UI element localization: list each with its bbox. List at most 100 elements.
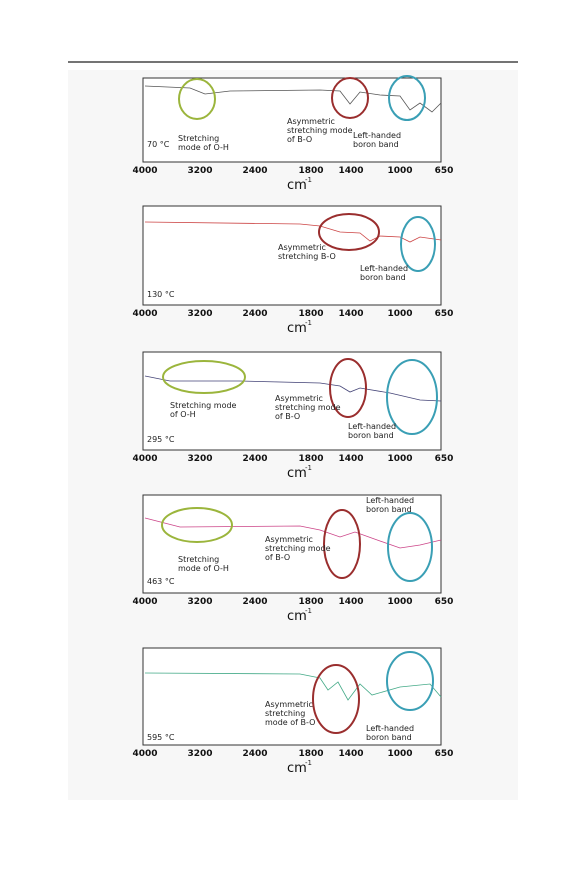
x-tick-label: 3200 [187,597,212,607]
highlight-ellipse [386,359,438,435]
axis-label-sup: -1 [305,319,312,327]
x-tick-label: 650 [435,309,454,319]
annotation: of B-O [265,553,290,562]
annotation: Left-handed [360,264,408,273]
x-tick-label: 1800 [298,749,323,759]
spectrum-line [144,672,442,701]
spectrum-line [144,375,442,402]
annotation: mode of O-H [178,564,229,573]
x-tick-label: 3200 [187,166,212,176]
highlight-ellipse [161,507,233,543]
x-tick-label: 1800 [298,166,323,176]
highlight-ellipse [388,75,426,121]
plot-frame [142,77,442,163]
highlight-ellipse [400,216,436,272]
x-tick-label: 4000 [132,166,157,176]
highlight-ellipse [178,78,216,120]
x-tick-label: 3200 [187,309,212,319]
annotation: boron band [348,431,394,440]
x-tick-label: 1000 [387,597,412,607]
x-tick-label: 1400 [338,597,363,607]
annotation: Asymmetric [265,700,313,709]
annotation: of O-H [170,410,196,419]
x-tick-label: 3200 [187,749,212,759]
x-tick-label: 4000 [132,749,157,759]
x-tick-label: 1400 [338,166,363,176]
highlight-ellipse [312,664,360,734]
annotation: of B-O [275,412,300,421]
x-tick-label: 4000 [132,597,157,607]
x-tick-label: 4000 [132,309,157,319]
x-tick-label: 2400 [242,597,267,607]
annotation: stretching [265,709,305,718]
x-tick-label: 1800 [298,309,323,319]
annotation: Stretching [178,555,219,564]
annotation: Left-handed [353,131,401,140]
x-tick-label: 650 [435,454,454,464]
annotation: Asymmetric [287,117,335,126]
annotation: boron band [353,140,399,149]
annotation: mode of O-H [178,143,229,152]
annotation: of B-O [287,135,312,144]
highlight-ellipse [329,358,367,418]
axis-label: cm [287,178,307,193]
highlight-ellipse [162,360,246,394]
temperature-label: 595 °C [147,733,175,742]
annotation: stretching mode [275,403,341,412]
annotation: Stretching [178,134,219,143]
highlight-ellipse [387,512,433,582]
x-tick-label: 1000 [387,454,412,464]
axis-label-sup: -1 [305,176,312,184]
annotation: Asymmetric [278,243,326,252]
annotation: Left-handed [366,724,414,733]
x-tick-label: 650 [435,749,454,759]
annotation: stretching mode [287,126,353,135]
x-tick-label: 1000 [387,749,412,759]
highlight-ellipse [331,77,369,119]
temperature-label: 130 °C [147,290,175,299]
axis-label-sup: -1 [305,464,312,472]
x-tick-label: 4000 [132,454,157,464]
highlight-ellipse [386,651,434,711]
annotation: Left-handed [366,496,414,505]
spectrum-line [144,221,442,243]
x-tick-label: 1400 [338,749,363,759]
axis-label-sup: -1 [305,759,312,767]
axis-label: cm [287,761,307,776]
temperature-label: 463 °C [147,577,175,586]
axis-label-sup: -1 [305,607,312,615]
temperature-label: 295 °C [147,435,175,444]
axis-label: cm [287,321,307,336]
annotation: boron band [366,505,412,514]
x-tick-label: 2400 [242,454,267,464]
annotation: Left-handed [348,422,396,431]
annotation: stretching B-O [278,252,336,261]
annotation: boron band [366,733,412,742]
annotation: boron band [360,273,406,282]
x-tick-label: 650 [435,597,454,607]
x-tick-label: 1000 [387,166,412,176]
annotation: stretching mode [265,544,331,553]
annotation: Asymmetric [275,394,323,403]
axis-label: cm [287,466,307,481]
spectrum-line [144,85,442,113]
x-tick-label: 650 [435,166,454,176]
x-tick-label: 1800 [298,454,323,464]
x-tick-label: 1000 [387,309,412,319]
annotation: Asymmetric [265,535,313,544]
plot-frame [142,494,442,594]
temperature-label: 70 °C [147,140,170,149]
x-tick-label: 2400 [242,309,267,319]
annotation: mode of B-O [265,718,315,727]
highlight-ellipse [323,509,361,579]
x-tick-label: 2400 [242,749,267,759]
axis-label: cm [287,609,307,624]
highlight-ellipse [318,213,380,251]
x-tick-label: 2400 [242,166,267,176]
x-tick-label: 3200 [187,454,212,464]
